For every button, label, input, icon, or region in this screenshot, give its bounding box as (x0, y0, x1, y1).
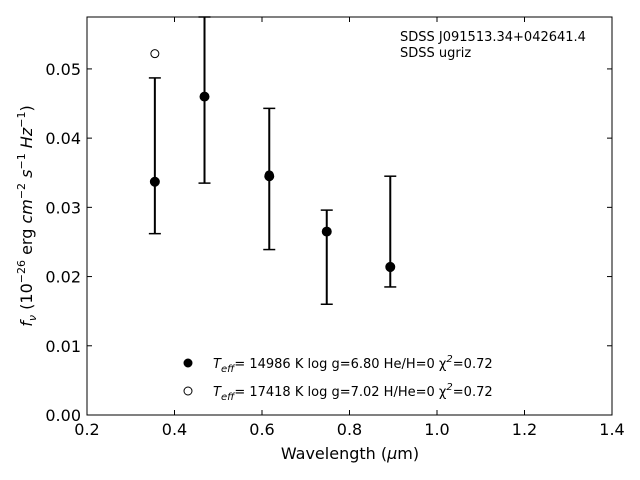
x-axis: 0.2 0.4 0.6 0.8 1.0 1.2 1.4 (74, 17, 625, 439)
svg-text:fν (10−26 erg cm−2 s−1 Hz−1): fν (10−26 erg cm−2 s−1 Hz−1) (15, 105, 39, 326)
y-tick-label: 0.01 (45, 337, 81, 356)
filled-circle-point (321, 226, 332, 237)
x-tick-label: 1.4 (599, 420, 624, 439)
y-tick-label: 0.04 (45, 129, 81, 148)
open-circle-point (150, 49, 160, 59)
legend-marker (183, 386, 193, 396)
annotation-filters: SDSS ugriz (400, 46, 471, 61)
y-axis: 0.00 0.01 0.02 0.03 0.04 0.05 (45, 60, 612, 425)
filled-circle-point (264, 171, 275, 182)
x-tick-label: 0.4 (162, 420, 187, 439)
x-tick-label: 0.8 (337, 420, 362, 439)
legend-entry: Teff= 14986 K log g=6.80 He/H=0 χ2=0.72 (213, 354, 493, 375)
y-axis-label: fν (10−26 erg cm−2 s−1 Hz−1) (15, 105, 39, 326)
x-tick-label: 0.2 (74, 420, 99, 439)
data-markers (149, 49, 396, 273)
plot-frame (86, 16, 613, 416)
legend-entry: Teff= 17418 K log g=7.02 H/He=0 χ2=0.72 (213, 382, 493, 403)
x-tick-label: 1.0 (424, 420, 449, 439)
y-tick-label: 0.02 (45, 268, 81, 287)
x-axis-label: Wavelength (μm) (281, 444, 419, 463)
x-tick-label: 0.6 (249, 420, 274, 439)
x-tick-label: 1.2 (512, 420, 537, 439)
plot-area (86, 16, 613, 416)
y-tick-label: 0.03 (45, 198, 81, 217)
legend: Teff= 14986 K log g=6.80 He/H=0 χ2=0.72 T… (183, 354, 493, 403)
y-tick-label: 0.00 (45, 406, 81, 425)
filled-circle-point (199, 91, 210, 102)
error-bars (148, 16, 397, 306)
y-tick-label: 0.05 (45, 60, 81, 79)
legend-marker (183, 358, 193, 368)
filled-circle-point (385, 261, 396, 272)
annotation-object: SDSS J091513.34+042641.4 (400, 30, 586, 45)
filled-circle-point (149, 176, 160, 187)
